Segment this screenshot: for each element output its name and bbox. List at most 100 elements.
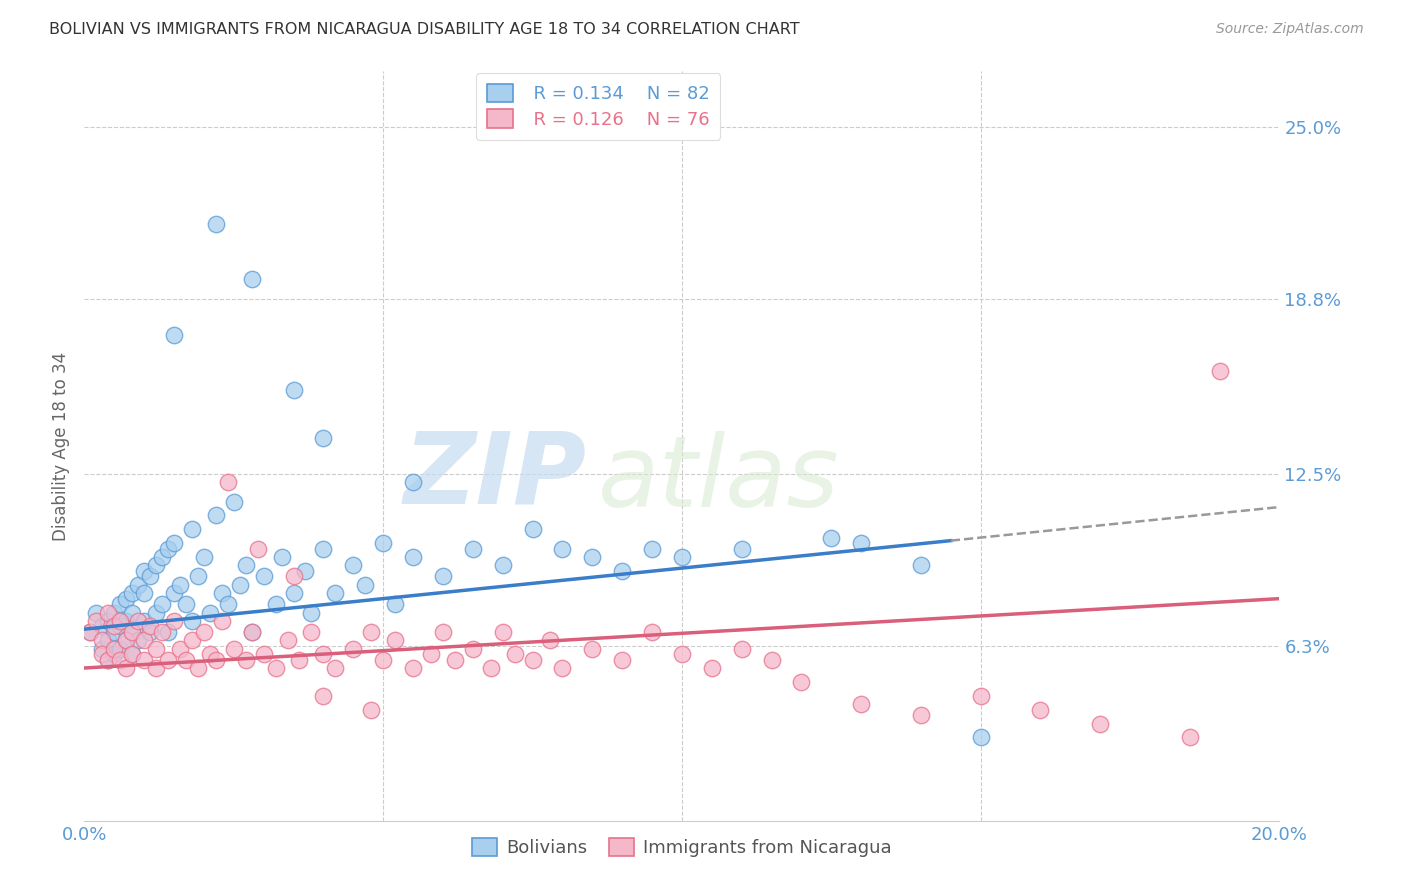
Point <box>581 549 603 564</box>
Point <box>97 614 120 628</box>
Point <box>235 558 257 573</box>
Point <box>86 606 108 620</box>
Point <box>851 697 873 711</box>
Point <box>312 689 335 703</box>
Point <box>91 647 114 661</box>
Point <box>97 633 120 648</box>
Point <box>1090 716 1112 731</box>
Point <box>145 641 167 656</box>
Point <box>121 624 143 639</box>
Point <box>420 647 443 661</box>
Text: Source: ZipAtlas.com: Source: ZipAtlas.com <box>1216 22 1364 37</box>
Point <box>150 597 173 611</box>
Point <box>540 633 562 648</box>
Point <box>373 536 395 550</box>
Point <box>163 328 186 343</box>
Point <box>193 549 215 564</box>
Point <box>193 624 215 639</box>
Point <box>312 647 335 661</box>
Point <box>211 586 233 600</box>
Point <box>91 641 114 656</box>
Point <box>384 633 406 648</box>
Point <box>761 653 783 667</box>
Point <box>169 578 191 592</box>
Point <box>851 536 873 550</box>
Point <box>246 541 269 556</box>
Point <box>402 549 425 564</box>
Point <box>671 549 693 564</box>
Point <box>145 661 167 675</box>
Point <box>115 661 138 675</box>
Point <box>115 591 138 606</box>
Point <box>121 606 143 620</box>
Point <box>127 614 149 628</box>
Point <box>181 633 204 648</box>
Point <box>150 549 173 564</box>
Point <box>174 653 197 667</box>
Point <box>115 633 138 648</box>
Point <box>641 541 664 556</box>
Point <box>240 624 263 639</box>
Point <box>360 703 382 717</box>
Text: BOLIVIAN VS IMMIGRANTS FROM NICARAGUA DISABILITY AGE 18 TO 34 CORRELATION CHART: BOLIVIAN VS IMMIGRANTS FROM NICARAGUA DI… <box>49 22 800 37</box>
Point <box>264 661 287 675</box>
Point <box>581 641 603 656</box>
Point <box>217 475 239 489</box>
Point <box>174 597 197 611</box>
Point <box>240 272 263 286</box>
Point <box>127 578 149 592</box>
Point <box>1209 364 1232 378</box>
Point <box>612 564 634 578</box>
Point <box>139 624 162 639</box>
Point <box>181 614 204 628</box>
Point <box>910 558 932 573</box>
Point <box>103 647 125 661</box>
Point <box>115 633 138 648</box>
Point <box>139 569 162 583</box>
Point <box>312 431 335 445</box>
Point <box>354 578 377 592</box>
Point <box>110 653 132 667</box>
Point <box>731 641 754 656</box>
Point <box>132 633 156 648</box>
Point <box>325 661 347 675</box>
Point <box>432 569 454 583</box>
Point <box>360 624 382 639</box>
Point <box>312 541 335 556</box>
Point <box>228 578 252 592</box>
Point <box>145 558 167 573</box>
Point <box>301 624 323 639</box>
Point <box>110 641 132 656</box>
Point <box>97 606 120 620</box>
Point <box>132 653 156 667</box>
Point <box>294 564 316 578</box>
Point <box>198 606 221 620</box>
Point <box>157 624 180 639</box>
Point <box>187 569 209 583</box>
Point <box>121 586 143 600</box>
Point <box>163 536 186 550</box>
Point <box>373 653 395 667</box>
Point <box>121 647 143 661</box>
Point <box>240 624 263 639</box>
Point <box>910 708 932 723</box>
Point <box>169 641 191 656</box>
Point <box>731 541 754 556</box>
Point <box>492 558 515 573</box>
Point <box>97 653 120 667</box>
Point <box>325 586 347 600</box>
Point <box>444 653 467 667</box>
Point <box>253 647 276 661</box>
Point <box>551 541 574 556</box>
Point <box>103 619 125 633</box>
Point <box>97 653 120 667</box>
Point <box>270 549 292 564</box>
Point <box>121 647 143 661</box>
Point <box>187 661 209 675</box>
Point <box>1029 703 1052 717</box>
Point <box>288 653 311 667</box>
Point <box>461 641 484 656</box>
Point <box>790 674 813 689</box>
Point <box>157 653 180 667</box>
Point <box>479 661 502 675</box>
